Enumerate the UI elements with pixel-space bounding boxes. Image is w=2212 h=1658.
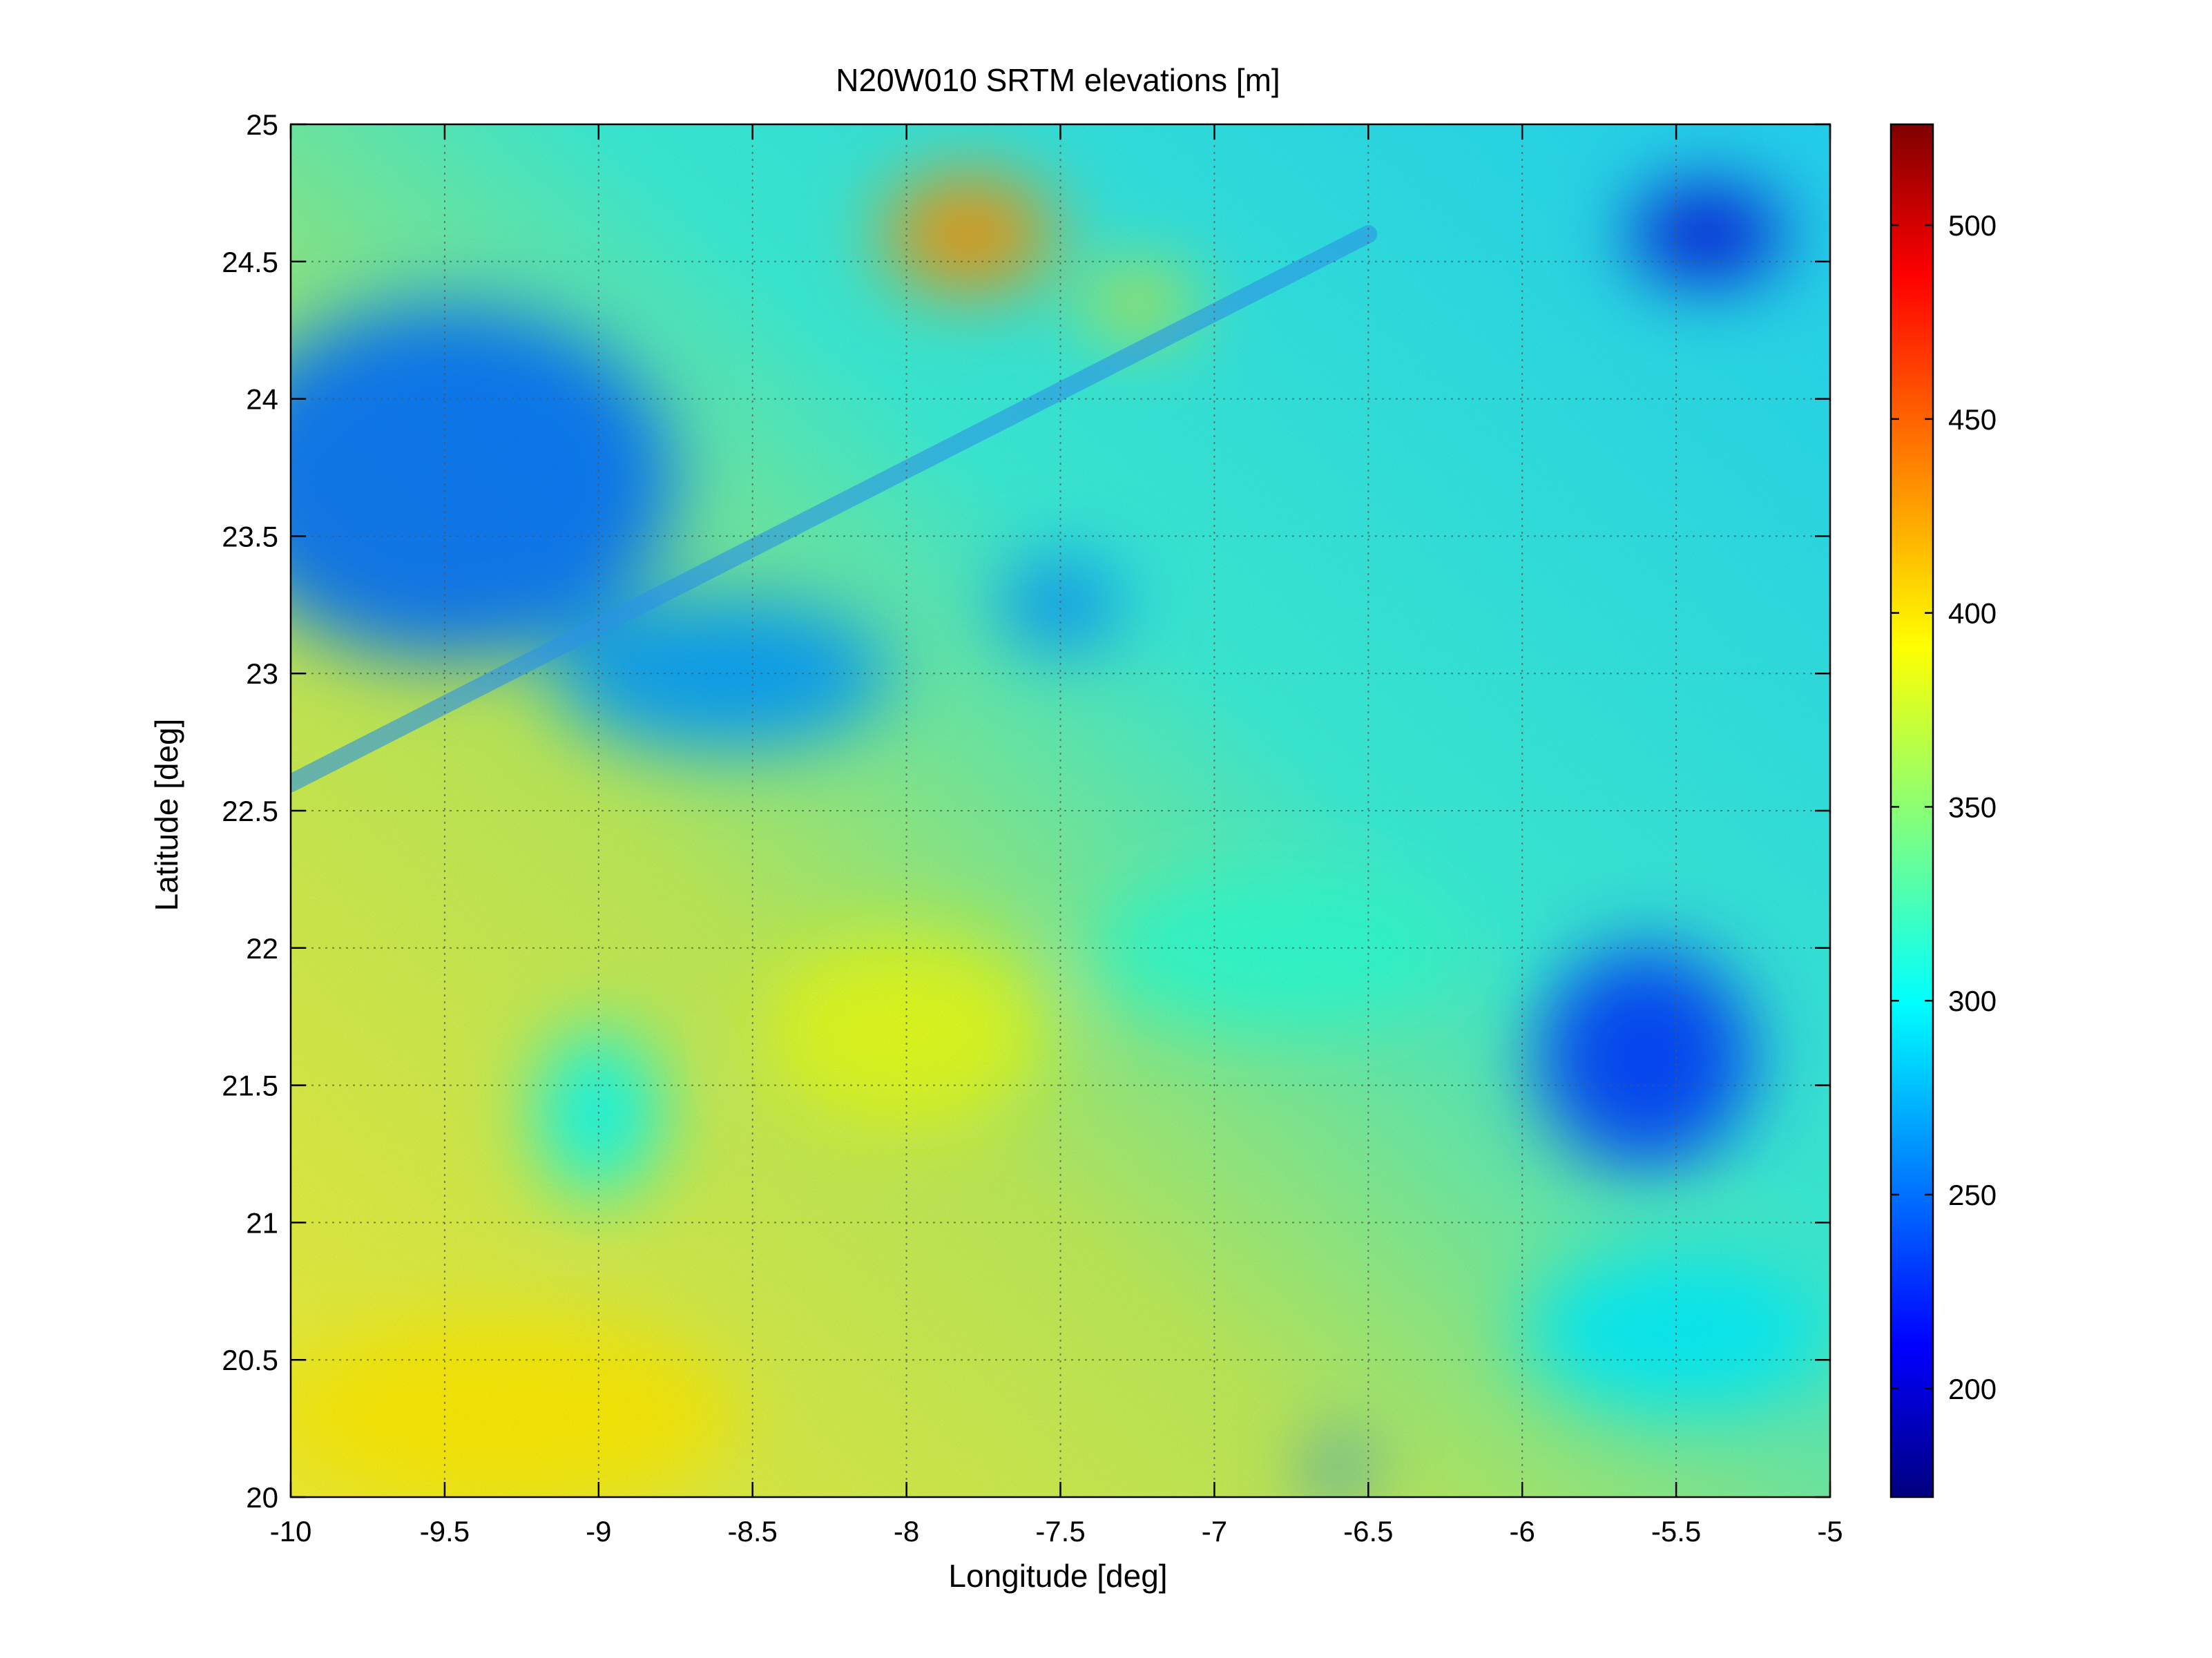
plot-area — [289, 123, 1831, 1498]
x-tick-label: -5 — [1817, 1515, 1843, 1548]
x-tick-label: -9.5 — [420, 1515, 470, 1548]
y-tick-label: 23.5 — [222, 520, 278, 552]
colorbar-tick-label: 200 — [1948, 1373, 1997, 1405]
colorbar-gradient — [1891, 124, 1933, 1497]
y-tick-label: 22 — [246, 932, 278, 965]
x-tick-label: -6.5 — [1343, 1515, 1393, 1548]
x-tick-label: -6 — [1510, 1515, 1535, 1548]
y-tick-label: 22.5 — [222, 795, 278, 827]
colorbar-tick-label: 350 — [1948, 791, 1997, 823]
heatmap-texture — [291, 124, 1830, 1497]
y-tick-label: 21 — [246, 1206, 278, 1239]
colorbar: 200 250 300 350 400 450 500 — [1889, 123, 1997, 1498]
y-tick-label: 25 — [246, 108, 278, 141]
x-tick-label: -9 — [586, 1515, 611, 1548]
y-tick-label: 21.5 — [222, 1070, 278, 1102]
colorbar-tick-label: 500 — [1948, 209, 1997, 242]
colorbar-frame — [1889, 123, 1934, 1498]
colorbar-tick-label: 250 — [1948, 1179, 1997, 1211]
colorbar-tick-label: 400 — [1948, 597, 1997, 630]
y-tick-label: 20 — [246, 1481, 278, 1514]
x-axis-label: Longitude [deg] — [948, 1558, 1167, 1594]
y-axis-ticks: 20 20.5 21 21.5 22 22.5 23 23.5 24 24.5 25 — [222, 108, 1830, 1514]
x-tick-label: -8.5 — [728, 1515, 778, 1548]
x-tick-label: -7 — [1202, 1515, 1227, 1548]
y-tick-label: 23 — [246, 657, 278, 690]
y-axis-label: Latitude [deg] — [148, 719, 184, 912]
x-tick-label: -5.5 — [1651, 1515, 1701, 1548]
y-tick-label: 20.5 — [222, 1344, 278, 1376]
y-tick-label: 24.5 — [222, 246, 278, 278]
colorbar-tick-label: 300 — [1948, 985, 1997, 1017]
colorbar-tick-label: 450 — [1948, 403, 1997, 436]
x-axis-ticks: -10 -9.5 -9 -8.5 -8 -7.5 -7 -6.5 -6 -5.5 -5 — [270, 124, 1843, 1548]
chart-title: N20W010 SRTM elevations [m] — [836, 62, 1280, 98]
y-tick-label: 24 — [246, 383, 278, 416]
x-tick-label: -7.5 — [1035, 1515, 1085, 1548]
x-tick-label: -10 — [270, 1515, 312, 1548]
x-tick-label: -8 — [894, 1515, 919, 1548]
